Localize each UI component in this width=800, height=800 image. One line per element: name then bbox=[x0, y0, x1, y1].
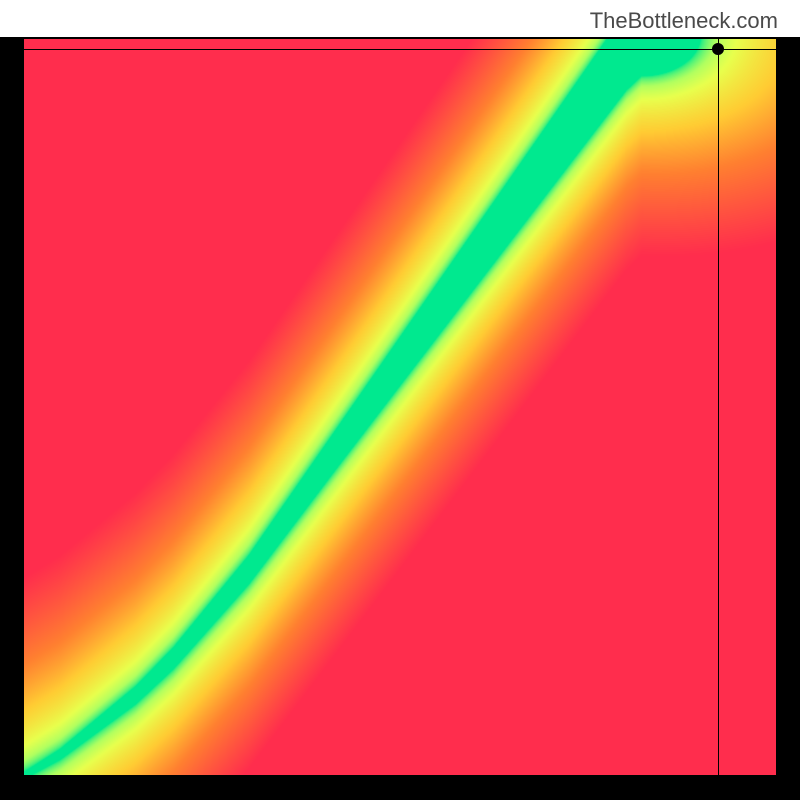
plot-frame bbox=[0, 37, 800, 800]
frame-left bbox=[22, 37, 24, 777]
crosshair-vertical bbox=[718, 37, 719, 777]
bottleneck-heatmap bbox=[22, 37, 778, 777]
frame-top bbox=[22, 37, 778, 39]
crosshair-marker bbox=[712, 43, 724, 55]
root: TheBottleneck.com bbox=[0, 0, 800, 800]
frame-bottom bbox=[22, 775, 778, 777]
watermark-text: TheBottleneck.com bbox=[590, 8, 778, 34]
crosshair-horizontal bbox=[22, 49, 778, 50]
frame-right bbox=[776, 37, 778, 777]
